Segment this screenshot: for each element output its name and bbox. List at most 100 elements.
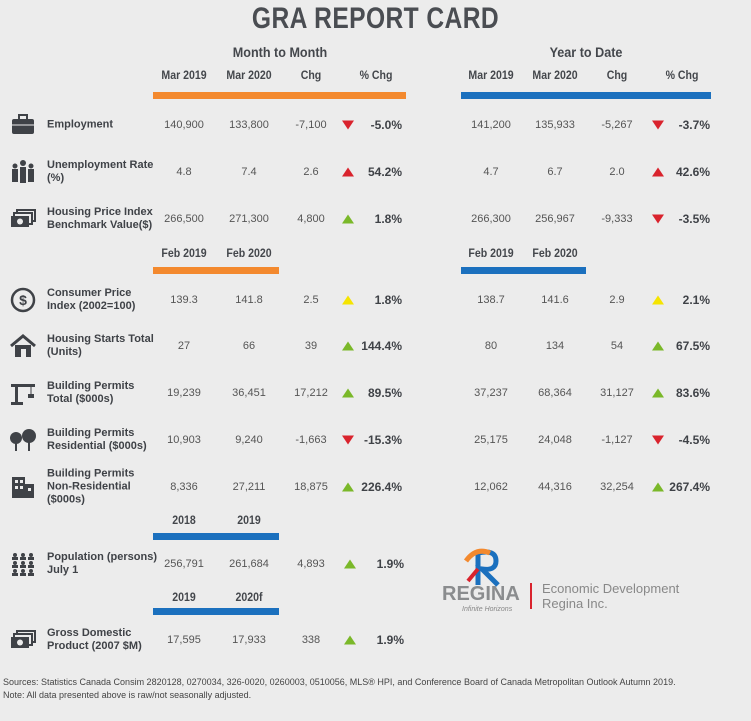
year-value: -9,333	[601, 213, 633, 225]
month-value: 7.4	[241, 166, 257, 178]
month-up-arrow-icon	[342, 167, 354, 177]
month-value: 4,800	[297, 213, 325, 225]
month-value: 18,875	[294, 481, 328, 493]
month-value: 66	[242, 340, 256, 352]
regina-logo: REGINA Infinite Horizons Economic Develo…	[442, 545, 702, 615]
row-label: Employment	[47, 118, 114, 131]
logo-divider	[530, 583, 532, 609]
header-year-pct: % Chg	[665, 68, 699, 82]
year-value: 135,933	[535, 119, 575, 131]
row-label: Population (persons) July 1	[47, 551, 157, 576]
year-value: 37,237	[474, 387, 508, 399]
header-feb-month-c2: Feb 2020	[226, 246, 272, 260]
year-pct-change: 67.5%	[675, 339, 710, 353]
section-month-to-month: Month to Month	[232, 44, 328, 60]
page-title: GRA REPORT CARD	[251, 2, 500, 35]
month-down-arrow-icon	[342, 435, 354, 445]
year-up-arrow-icon	[652, 295, 664, 305]
row-label: Building Permits Residential ($000s)	[47, 427, 147, 452]
month-value: 9,240	[235, 434, 263, 446]
year-up-arrow-icon	[652, 388, 664, 398]
header-gdp-c2: 2020f	[235, 590, 263, 604]
month-value: 266,500	[164, 213, 204, 225]
month-pct-change: 89.5%	[367, 386, 402, 400]
month-up-arrow-icon	[342, 388, 354, 398]
year-down-arrow-icon	[652, 214, 664, 224]
gdp-bar	[153, 608, 279, 615]
month-value: -1,663	[295, 434, 327, 446]
year-up-arrow-icon	[652, 167, 664, 177]
month-up-arrow-icon	[342, 482, 354, 492]
briefcase-icon	[9, 112, 37, 138]
month-value: 139.3	[170, 294, 198, 306]
month-down-arrow-icon	[342, 120, 354, 130]
logo-org: Economic Development Regina Inc.	[542, 581, 680, 611]
row-label: Unemployment Rate (%)	[47, 159, 154, 184]
year-pct-change: 83.6%	[675, 386, 710, 400]
year-value: 2.0	[609, 166, 625, 178]
sources-text: Sources: Statistics Canada Consim 282012…	[3, 677, 676, 687]
header-year-c1: Mar 2019	[468, 68, 514, 82]
header-feb-year-c1: Feb 2019	[468, 246, 514, 260]
year-value: 44,316	[538, 481, 572, 493]
month-value: 256,791	[164, 558, 204, 570]
month-pct-change: 1.8%	[374, 293, 402, 307]
header-pop-c1: 2018	[172, 513, 196, 527]
year-up-arrow-icon	[652, 482, 664, 492]
money-icon	[9, 627, 37, 653]
year-pct-change: -3.7%	[678, 118, 710, 132]
month-value: 2.6	[303, 166, 319, 178]
month-pct-change: 144.4%	[361, 339, 402, 353]
year-pct-change: 42.6%	[675, 165, 710, 179]
month-pct-change: 54.2%	[367, 165, 402, 179]
money-icon	[9, 206, 37, 232]
year-pct-change: 2.1%	[682, 293, 710, 307]
header-feb-month-c1: Feb 2019	[161, 246, 207, 260]
month-pct-change: 1.8%	[374, 212, 402, 226]
month-value: 17,595	[167, 634, 201, 646]
header-month-c2: Mar 2020	[226, 68, 272, 82]
month-value: 10,903	[167, 434, 201, 446]
row-label: Housing Price Index Benchmark Value($)	[47, 206, 153, 231]
year-value: 134	[545, 340, 565, 352]
note-text: Note: All data presented above is raw/no…	[3, 690, 252, 700]
month-up-arrow-icon	[342, 214, 354, 224]
feb-year-bar	[461, 267, 586, 274]
month-up-arrow-icon	[342, 341, 354, 351]
month-value: 17,212	[294, 387, 328, 399]
year-up-arrow-icon	[652, 341, 664, 351]
month-value: 338	[301, 634, 321, 646]
month-up-arrow-icon	[344, 635, 356, 645]
year-value: 80	[484, 340, 498, 352]
house-icon	[9, 333, 37, 359]
row-label: Building Permits Total ($000s)	[47, 380, 135, 405]
month-value: 2.5	[303, 294, 319, 306]
population-icon	[9, 551, 37, 577]
year-pct-change: -3.5%	[678, 212, 710, 226]
month-up-arrow-icon	[344, 559, 356, 569]
year-value: 24,048	[538, 434, 572, 446]
year-value: 141,200	[471, 119, 511, 131]
month-value: 39	[304, 340, 318, 352]
logo-tagline: Infinite Horizons	[462, 606, 513, 613]
month-value: 133,800	[229, 119, 269, 131]
year-value: 2.9	[609, 294, 625, 306]
header-year-chg: Chg	[606, 68, 628, 82]
month-value: 271,300	[229, 213, 269, 225]
feb-month-bar	[153, 267, 279, 274]
year-bar	[461, 92, 711, 99]
logo-name: REGINA	[442, 583, 520, 605]
month-pct-change: 1.9%	[376, 633, 404, 647]
year-pct-change: -4.5%	[678, 433, 710, 447]
row-label: Building Permits Non-Residential ($000s)	[47, 467, 135, 506]
section-year-to-date: Year to Date	[549, 44, 623, 60]
month-pct-change: -5.0%	[370, 118, 402, 132]
header-pop-c2: 2019	[237, 513, 261, 527]
year-value: 138.7	[477, 294, 505, 306]
people-icon	[9, 159, 37, 185]
year-value: -5,267	[601, 119, 633, 131]
month-value: -7,100	[295, 119, 327, 131]
month-value: 27	[177, 340, 191, 352]
year-value: 4.7	[483, 166, 499, 178]
year-value: 6.7	[547, 166, 563, 178]
